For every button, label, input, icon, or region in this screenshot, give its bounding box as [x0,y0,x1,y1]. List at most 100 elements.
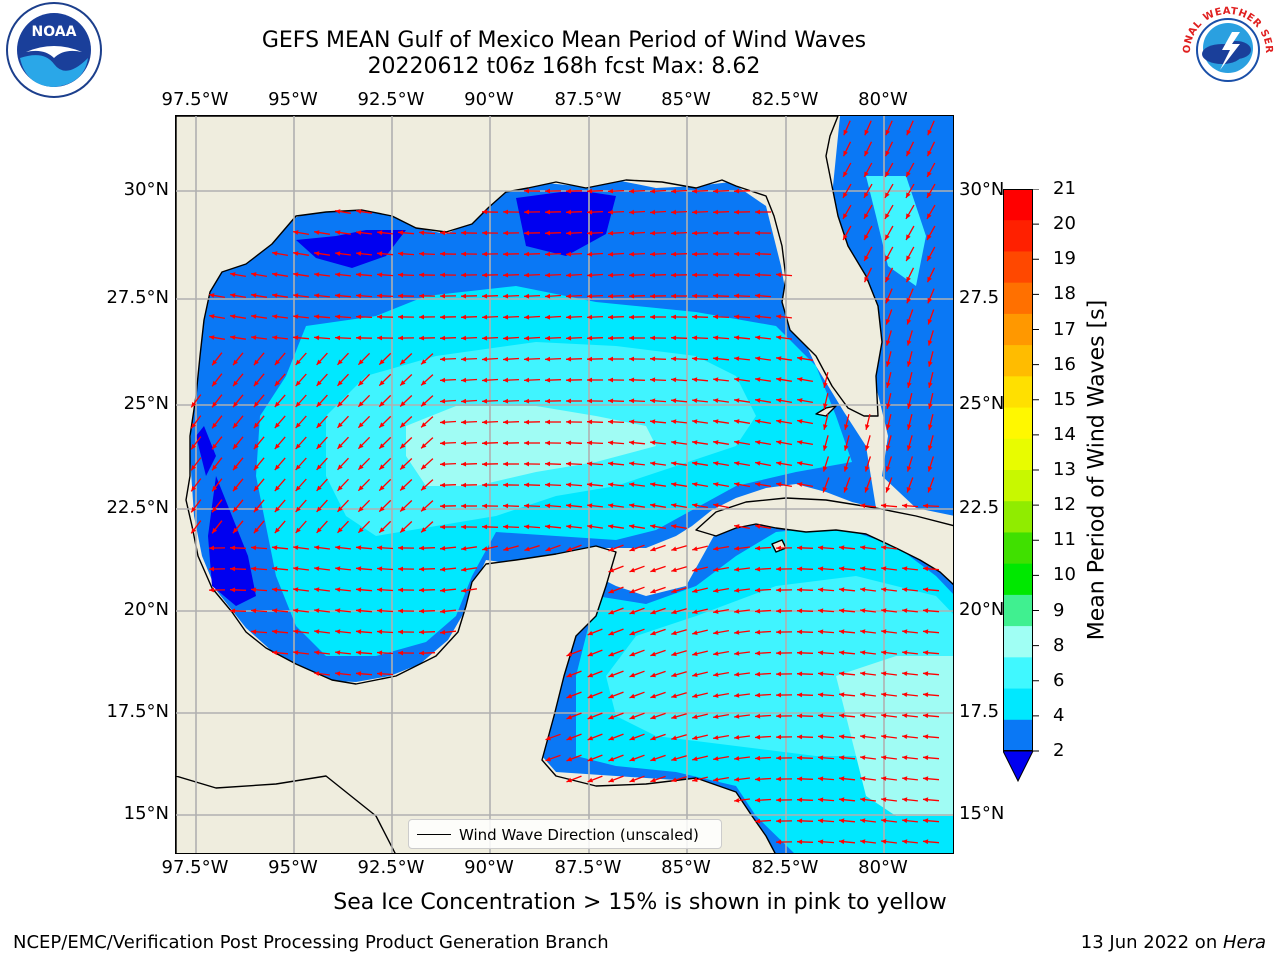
wave-direction-arrowhead [629,546,635,552]
wave-direction-arrowhead [293,545,299,550]
wave-direction-arrowhead [608,609,615,615]
wave-direction-arrowhead [650,735,656,741]
wave-direction-arrowhead [461,567,467,572]
wave-direction-arrowhead [461,503,466,509]
wave-direction-arrowhead [524,440,529,446]
wave-direction-arrowhead [524,188,529,194]
wave-direction-arrowhead [822,487,828,493]
wave-direction-arrowhead [503,314,509,320]
wave-direction-arrowhead [839,734,845,740]
wave-direction-arrowhead [776,419,782,424]
wave-direction-arrowhead [419,629,425,635]
wave-direction-arrowhead [734,419,740,424]
wave-direction-arrowhead [734,714,740,719]
colorbar-segment [1003,563,1033,596]
wave-direction-arrowhead [650,188,656,194]
wave-direction-arrowhead [587,735,594,741]
wave-direction-arrowhead [566,377,571,383]
wave-direction-arrowhead [440,503,445,509]
wave-direction-arrowhead [482,546,488,551]
wave-direction-arrowhead [671,735,677,741]
wave-direction-arrowhead [419,293,424,299]
colorbar-segment [1003,438,1033,471]
wave-direction-arrowhead [358,464,364,470]
wave-direction-arrowhead [400,506,406,512]
wave-direction-arrowhead [398,629,403,635]
wave-direction-arrowhead [316,422,322,428]
footer-date: 13 Jun 2022 on [1080,932,1223,953]
wave-direction-arrowhead [191,528,197,534]
wave-direction-arrowhead [902,818,908,823]
wave-direction-arrowhead [335,230,341,235]
wave-direction-arrowhead [524,524,530,530]
lat-label-left: 20°N [123,599,169,620]
wave-direction-arrowhead [902,776,908,781]
wave-direction-arrowhead [566,735,573,741]
wave-direction-arrowhead [797,713,803,719]
wave-direction-arrowhead [776,608,781,614]
wave-direction-arrowhead [629,735,635,741]
wave-direction-arrowhead [230,314,236,319]
wave-direction-arrowhead [295,380,301,386]
wave-direction-arrowhead [864,129,869,136]
wave-direction-arrowhead [650,272,656,278]
colorbar-tick-label: 10 [1053,564,1076,586]
wave-direction-arrowhead [421,359,427,365]
wave-direction-arrowhead [755,524,761,529]
wave-direction-arrowhead [629,651,635,657]
lon-label-bottom: 80°W [858,857,908,878]
wave-direction-arrowhead [860,503,866,509]
wave-direction-arrowhead [608,209,614,215]
wave-direction-arrowhead [734,524,740,529]
wave-direction-arrowhead [379,527,385,533]
wave-direction-arrowhead [713,377,719,382]
wave-direction-arrowhead [797,650,803,656]
wave-direction-arrowhead [566,356,572,362]
wave-direction-arrowhead [316,401,322,407]
wave-direction-arrowhead [587,714,594,720]
wave-direction-arrowhead [923,776,929,782]
wave-direction-arrowhead [923,713,929,719]
wave-direction-arrowhead [335,650,341,655]
wave-direction-arrowhead [230,608,236,614]
wave-direction-arrowhead [923,839,929,845]
wave-direction-arrowhead [650,314,655,320]
wave-direction-arrowhead [755,755,761,761]
wave-direction-arrowhead [379,422,385,428]
wave-direction-arrowhead [316,464,322,470]
wave-direction-arrowhead [335,566,341,571]
wave-direction-arrowhead [545,419,550,425]
wave-direction-arrowhead [928,424,933,430]
wave-direction-arrowhead [734,335,740,341]
wave-direction-arrowhead [818,545,824,551]
wave-direction-arrowhead [885,150,890,157]
wave-direction-arrowhead [209,587,214,593]
wave-direction-arrowhead [356,251,362,256]
wave-direction-arrowhead [734,461,740,466]
wave-direction-arrowhead [881,797,887,802]
wave-direction-arrowhead [608,524,614,529]
wave-direction-arrowhead [440,398,446,404]
wave-direction-arrowhead [692,777,698,782]
wave-direction-arrowhead [400,527,406,533]
wave-direction-arrowhead [337,401,343,407]
wave-direction-arrowhead [907,403,912,409]
wave-direction-arrowhead [587,209,593,215]
wave-direction-arrowhead [671,546,677,552]
wave-direction-arrowhead [440,251,446,257]
wave-direction-arrowhead [902,650,908,655]
wave-direction-arrowhead [316,485,322,491]
wave-direction-arrowhead [881,755,887,760]
wave-direction-arrowhead [524,546,530,552]
wave-direction-arrowhead [253,380,259,387]
wave-direction-arrowhead [902,503,908,509]
wave-direction-arrowhead [713,482,719,487]
wave-direction-arrowhead [860,818,866,823]
colorbar-tick-label: 12 [1053,494,1076,516]
wave-direction-arrowhead [440,440,446,446]
wave-direction-arrowhead [839,755,845,761]
wave-direction-arrowhead [482,419,488,425]
wave-direction-arrowhead [734,209,739,215]
colorbar-segment [1003,251,1033,284]
wave-direction-arrowhead [650,630,656,636]
